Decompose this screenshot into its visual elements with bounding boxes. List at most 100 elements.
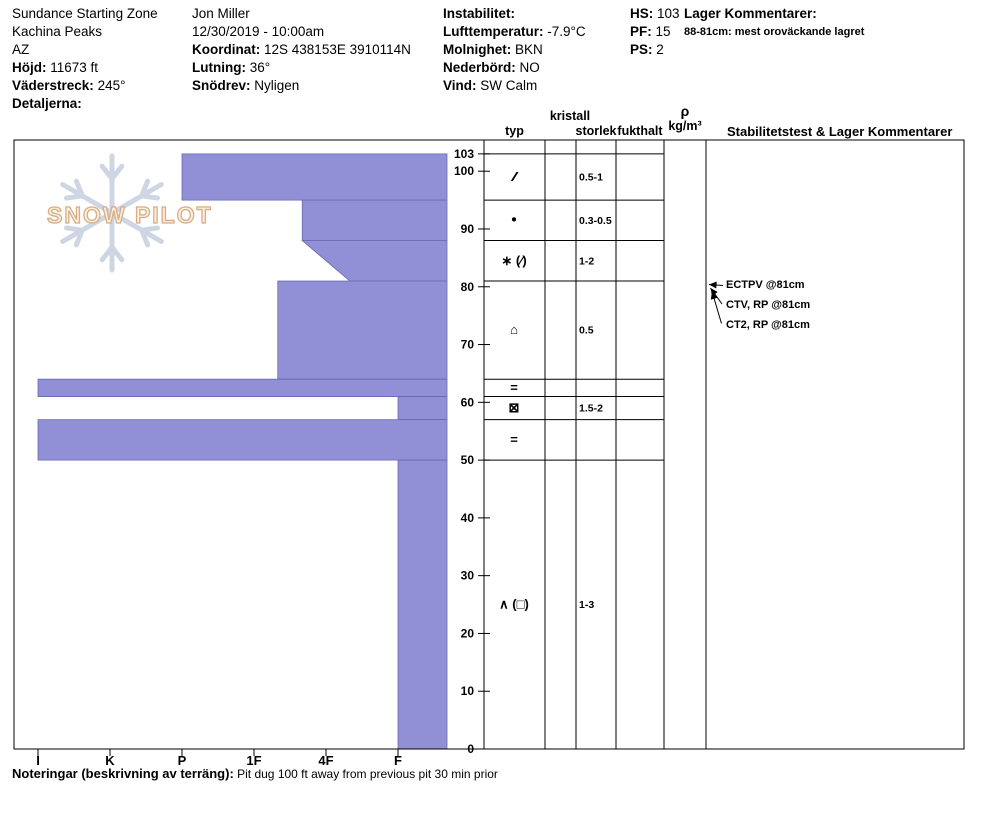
info-label: Lutning:: [192, 60, 246, 75]
col-header-typ: typ: [505, 124, 524, 138]
info-value: Kachina Peaks: [12, 24, 103, 39]
info-line: Detaljerna:: [12, 95, 158, 113]
grain-size-value: 1.5-2: [579, 403, 603, 415]
info-label: PS:: [630, 42, 653, 57]
header-layer-comments-column: Lager Kommentarer: 88-81cm: mest oroväck…: [684, 5, 864, 41]
col-header-density-unit: kg/m³: [668, 119, 702, 133]
info-value: 15: [655, 24, 671, 39]
depth-tick-label: 30: [461, 569, 475, 583]
layer-bar: [301, 199, 448, 241]
col-header-stability-tests: Stabilitetstest & Lager Kommentarer: [727, 124, 953, 139]
hardness-axis: I K P 1F 4F F: [36, 749, 402, 768]
info-line: Lufttemperatur: -7.9°C: [443, 23, 586, 41]
hardness-tick-label: F: [394, 753, 402, 768]
layer-bar: [37, 419, 448, 461]
info-value: NO: [519, 60, 540, 75]
snowflake-logo-icon: [60, 153, 164, 273]
col-header-fukthalt: fukthalt: [617, 124, 663, 138]
hardness-tick-label: 1F: [246, 753, 261, 768]
grain-size-value: 0.3-0.5: [579, 215, 612, 227]
snowpilot-logo: SNOW PILOT: [46, 201, 213, 228]
info-value: 12S 438153E 3910114N: [264, 42, 411, 57]
info-label: Molnighet:: [443, 42, 512, 57]
info-value: 245°: [97, 78, 126, 93]
info-value: BKN: [515, 42, 543, 57]
depth-tick-label: 40: [461, 511, 475, 525]
depth-tick-label: 70: [461, 338, 475, 352]
col-header-storlek: storlek: [575, 124, 617, 138]
info-value: Nyligen: [254, 78, 300, 93]
grain-type-symbol: ∧ (□): [499, 597, 529, 612]
info-label: HS:: [630, 6, 654, 21]
info-label: Detaljerna:: [12, 96, 82, 111]
info-value: SW Calm: [480, 78, 538, 93]
layer-bar: [277, 280, 448, 380]
grain-size-value: 0.5: [579, 325, 594, 337]
header-weather-column: Instabilitet: Lufttemperatur: -7.9°C Moln…: [443, 5, 586, 95]
info-value: 2: [656, 42, 664, 57]
layer-bar: [397, 396, 448, 421]
info-label: Instabilitet:: [443, 6, 516, 21]
info-value: 36°: [249, 60, 271, 75]
info-line: PF: 15: [630, 23, 680, 41]
grain-columns: ∕∕ 0.5-1 • 0.3-0.5 ∗ (∕) 1-2 ⌂ 0.5 = ⊠ 1.5-2 = ∧ (□)…: [499, 171, 612, 611]
info-label: Nederbörd:: [443, 60, 516, 75]
info-line: AZ: [12, 41, 158, 59]
info-line: Vind: SW Calm: [443, 77, 586, 95]
stability-test-label: ECTPV @81cm: [726, 279, 805, 291]
info-line: 12/30/2019 - 10:00am: [192, 23, 411, 41]
grain-type-symbol: ∗ (∕): [501, 253, 526, 268]
depth-tick-label: 80: [461, 280, 475, 294]
grain-type-symbol: ⊠: [509, 400, 520, 415]
grain-type-symbol: =: [510, 432, 518, 447]
header-hs-column: HS: 103 PF: 15 PS: 2: [630, 5, 680, 59]
grain-size-value: 1-2: [579, 255, 594, 267]
stability-test-label: CT2, RP @81cm: [726, 319, 810, 331]
info-label: 88-81cm:: [684, 26, 732, 38]
depth-tick-label: 0: [467, 742, 474, 756]
layer-bar: [37, 378, 448, 397]
info-value: 103: [657, 6, 680, 21]
grain-size-value: 1-3: [579, 599, 594, 611]
depth-tick-label: 20: [461, 626, 475, 640]
grain-type-symbol: •: [511, 211, 516, 228]
grain-type-symbol: ⌂: [510, 322, 518, 337]
notes-label: Noteringar (beskrivning av terräng):: [12, 766, 234, 781]
info-label: Höjd:: [12, 60, 47, 75]
stability-test-label: CTV, RP @81cm: [726, 299, 810, 311]
notes-line: Noteringar (beskrivning av terräng): Pit…: [12, 766, 498, 781]
depth-tick-label: 103: [454, 147, 474, 161]
depth-tick-label: 10: [461, 684, 475, 698]
grain-type-symbol: ∕∕: [510, 172, 519, 181]
info-value: Jon Miller: [192, 6, 250, 21]
info-value: 11673 ft: [50, 60, 99, 75]
hardness-tick-label: I: [36, 753, 40, 768]
hardness-bars: [37, 153, 448, 750]
info-label: Snödrev:: [192, 78, 251, 93]
info-line: Molnighet: BKN: [443, 41, 586, 59]
info-line: Jon Miller: [192, 5, 411, 23]
col-header-kristall: kristall: [549, 109, 591, 123]
depth-tick-label: 50: [461, 453, 475, 467]
info-value: AZ: [12, 42, 30, 57]
info-label: PF:: [630, 24, 652, 39]
info-label: Lufttemperatur:: [443, 24, 544, 39]
stability-test-annotations: ECTPV @81cm CTV, RP @81cm CT2, RP @81cm: [708, 279, 810, 331]
header-observer-column: Jon Miller 12/30/2019 - 10:00am Koordinat:…: [192, 5, 411, 95]
info-label: Koordinat:: [192, 42, 261, 57]
hardness-tick-label: K: [105, 753, 115, 768]
depth-tick-label: 100: [454, 164, 474, 178]
layer-bar: [397, 459, 448, 750]
grain-type-symbol: =: [510, 380, 518, 395]
info-value: Sundance Starting Zone: [12, 6, 158, 21]
grain-size-value: 0.5-1: [579, 171, 603, 183]
info-line: Snödrev: Nyligen: [192, 77, 411, 95]
col-header-density: ρ: [680, 103, 690, 119]
notes-value: Pit dug 100 ft away from previous pit 30…: [237, 767, 498, 781]
info-line: Väderstreck: 245°: [12, 77, 158, 95]
info-line: HS: 103: [630, 5, 680, 23]
layer-bar: [301, 240, 448, 282]
